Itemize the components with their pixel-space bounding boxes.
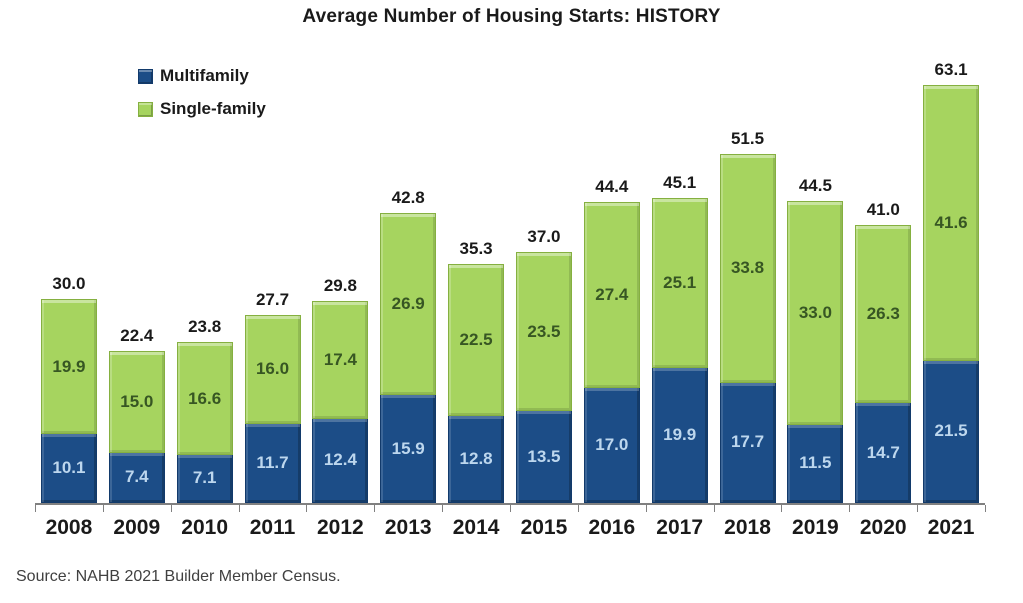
axis-tick (917, 505, 919, 512)
legend-label-singlefamily: Single-family (160, 99, 266, 118)
multifamily-segment-2020: 14.7 (855, 403, 912, 503)
multifamily-segment-2009: 7.4 (108, 452, 165, 503)
x-axis-label-2009: 2009 (113, 516, 161, 539)
total-label-2020: 41.0 (866, 199, 900, 219)
singlefamily-segment-2008: 19.9 (40, 299, 97, 435)
multifamily-segment-2018: 17.7 (719, 382, 776, 503)
axis-tick (35, 505, 36, 512)
multifamily-segment-2013: 15.9 (380, 395, 437, 503)
total-label-2017: 45.1 (663, 172, 697, 192)
singlefamily-segment-2012: 17.4 (312, 300, 369, 419)
bar-2018: 51.5 33.8 17.7 (714, 60, 782, 503)
chart-title: Average Number of Housing Starts: HISTOR… (302, 6, 721, 27)
axis-tick (238, 505, 240, 512)
legend: Multifamily Single-family (138, 66, 266, 132)
total-label-2021: 63.1 (934, 60, 968, 79)
x-axis-label-2017: 2017 (656, 516, 704, 539)
axis-tick (102, 505, 104, 512)
x-axis-label-2018: 2018 (724, 516, 771, 539)
multifamily-segment-2016: 17.0 (583, 387, 640, 503)
singlefamily-swatch-icon (138, 101, 153, 117)
singlefamily-segment-2014: 22.5 (448, 263, 505, 417)
total-label-2012: 29.8 (323, 275, 357, 295)
bar-2016: 44.4 27.4 17.0 (578, 60, 646, 503)
singlefamily-segment-2013: 26.9 (380, 212, 437, 396)
bar-2019: 44.5 33.0 11.5 (781, 60, 849, 503)
multifamily-segment-2021: 21.5 (923, 360, 980, 503)
x-axis-label-2015: 2015 (520, 516, 568, 539)
total-label-2014: 35.3 (459, 238, 493, 258)
total-label-2008: 30.0 (52, 274, 86, 294)
axis-tick (781, 505, 783, 512)
axis-tick (306, 505, 308, 512)
multifamily-segment-2015: 13.5 (515, 411, 572, 503)
axis-tick (713, 505, 715, 512)
x-axis-label-2016: 2016 (588, 516, 636, 539)
singlefamily-segment-2020: 26.3 (855, 224, 912, 404)
bar-2021: 63.1 41.6 21.5 (917, 60, 985, 503)
total-label-2010: 23.8 (188, 317, 222, 337)
total-label-2009: 22.4 (120, 326, 154, 346)
legend-label-multifamily: Multifamily (160, 66, 249, 85)
axis-tick (170, 505, 172, 512)
singlefamily-segment-2009: 15.0 (108, 351, 165, 453)
bar-2012: 29.8 17.4 12.4 (306, 60, 374, 503)
singlefamily-segment-2016: 27.4 (583, 201, 640, 388)
singlefamily-segment-2019: 33.0 (787, 201, 844, 425)
axis-tick (577, 505, 579, 512)
bar-2008: 30.0 19.9 10.1 (35, 60, 103, 503)
source-note: Source: NAHB 2021 Builder Member Census. (16, 568, 341, 585)
axis-tick (442, 505, 444, 512)
total-label-2018: 51.5 (730, 128, 765, 148)
total-label-2013: 42.8 (391, 187, 425, 207)
total-label-2011: 27.7 (255, 290, 290, 310)
singlefamily-segment-2018: 33.8 (719, 153, 776, 383)
multifamily-segment-2017: 19.9 (651, 368, 708, 503)
singlefamily-segment-2011: 16.0 (244, 315, 301, 424)
total-label-2016: 44.4 (595, 176, 629, 196)
plot-area: 30.0 19.9 10.1 22.4 15.0 7.4 23.8 16.6 7.1 27.7 16… (35, 60, 985, 505)
legend-item-multifamily: Multifamily (138, 66, 266, 86)
x-axis-label-2013: 2013 (384, 516, 432, 539)
multifamily-segment-2010: 7.1 (176, 454, 233, 503)
bar-2017: 45.1 25.1 19.9 (646, 60, 714, 503)
x-axis-label-2011: 2011 (249, 516, 296, 539)
x-axis-label-2021: 2021 (927, 516, 975, 539)
axis-tick (985, 505, 986, 512)
multifamily-segment-2011: 11.7 (244, 423, 301, 503)
x-axis-label-2008: 2008 (45, 516, 93, 539)
total-label-2019: 44.5 (798, 176, 832, 196)
bar-2014: 35.3 22.5 12.8 (442, 60, 510, 503)
multifamily-swatch-icon (138, 68, 153, 84)
axis-tick (374, 505, 376, 512)
multifamily-segment-2008: 10.1 (40, 434, 97, 503)
bar-2020: 41.0 26.3 14.7 (849, 60, 917, 503)
axis-tick (849, 505, 851, 512)
x-axis-label-2020: 2020 (859, 516, 907, 539)
bar-2009: 22.4 15.0 7.4 (103, 60, 171, 503)
x-axis-label-2010: 2010 (181, 516, 228, 539)
axis-tick (510, 505, 511, 512)
multifamily-segment-2012: 12.4 (312, 418, 369, 503)
bar-2010: 23.8 16.6 7.1 (171, 60, 239, 503)
singlefamily-segment-2017: 25.1 (651, 197, 708, 368)
singlefamily-segment-2010: 16.6 (176, 342, 233, 455)
multifamily-segment-2019: 11.5 (787, 424, 844, 503)
axis-tick (645, 505, 647, 512)
x-axis-labels: 2008 2009 2010 2011 2012 2013 2014 2015 2016 2017… (35, 516, 985, 540)
bar-2011: 27.7 16.0 11.7 (239, 60, 307, 503)
bar-2013: 42.8 26.9 15.9 (374, 60, 442, 503)
total-label-2015: 37.0 (527, 227, 561, 246)
x-axis-label-2012: 2012 (317, 516, 364, 539)
legend-item-singlefamily: Single-family (138, 99, 266, 119)
bar-2015: 37.0 23.5 13.5 (510, 60, 578, 503)
x-axis-ticks (35, 505, 986, 512)
x-axis-label-2019: 2019 (792, 516, 839, 539)
singlefamily-segment-2021: 41.6 (923, 85, 980, 361)
multifamily-segment-2014: 12.8 (448, 416, 505, 503)
singlefamily-segment-2015: 23.5 (515, 252, 572, 412)
x-axis-label-2014: 2014 (452, 516, 500, 539)
